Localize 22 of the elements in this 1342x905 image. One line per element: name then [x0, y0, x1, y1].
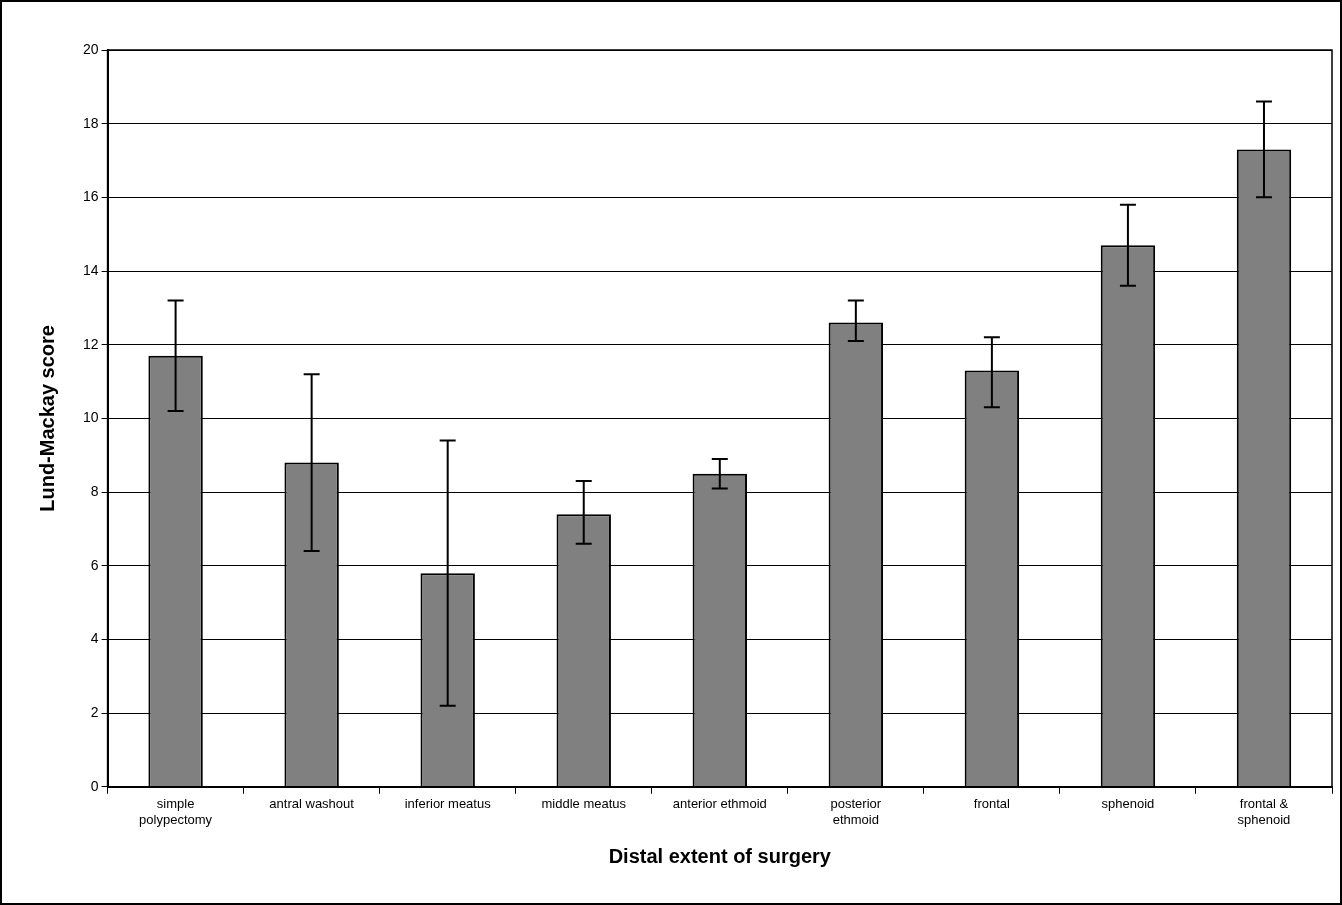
x-tick-label: sphenoid [1101, 796, 1155, 812]
y-tick-label: 0 [90, 777, 99, 794]
x-tick-label: frontal [973, 796, 1011, 812]
y-tick-label: 10 [82, 409, 99, 426]
y-tick-label: 18 [82, 114, 99, 131]
x-tick-label: simple polypectomy [139, 796, 213, 827]
y-tick-label: 12 [82, 335, 99, 352]
x-tick-label: antral washout [269, 796, 355, 812]
y-tick-label: 14 [82, 261, 99, 278]
x-tick-label: frontal & sphenoid [1237, 796, 1291, 827]
y-tick-label: 4 [90, 630, 99, 647]
y-tick-label: 16 [82, 188, 99, 205]
x-tick-label: anterior ethmoid [672, 796, 767, 812]
y-tick-label: 2 [90, 703, 99, 720]
y-tick-label: 8 [90, 482, 99, 499]
y-axis-title: Lund-Mackay score [35, 325, 58, 512]
y-tick-label: 6 [90, 556, 99, 573]
x-tick-label: inferior meatus [404, 796, 492, 812]
x-tick-label: middle meatus [541, 796, 627, 812]
x-axis-title: Distal extent of surgery [608, 844, 832, 867]
y-tick-label: 20 [82, 40, 99, 57]
x-tick-label: posterior ethmoid [830, 796, 882, 827]
